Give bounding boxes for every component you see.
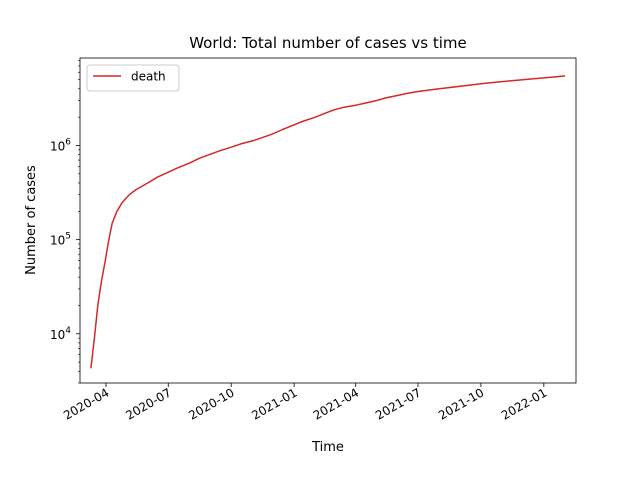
y-tick-label: 104 [50,326,71,342]
plot-area [90,75,566,369]
y-tick-base: 10 [50,234,65,248]
legend-label-death: death [131,70,166,84]
y-tick-label: 105 [50,232,71,248]
y-tick-exponent: 4 [65,326,71,336]
x-axis-label: Time [311,440,344,455]
y-tick-base: 10 [50,328,65,342]
x-tick-label: 2021-04 [311,385,361,422]
series-line-death [90,75,566,369]
y-tick-exponent: 5 [65,232,71,242]
x-tick-label: 2021-10 [436,385,486,422]
x-tick-label: 2022-01 [499,385,549,422]
x-tick-label: 2020-04 [61,385,111,422]
y-tick-base: 10 [50,139,65,153]
chart-title: World: Total number of cases vs time [189,34,467,52]
legend-box [86,64,180,92]
x-tick-label: 2020-07 [123,385,173,422]
y-tick-label: 106 [50,137,71,153]
legend: death [86,64,180,92]
x-axis: 2020-04 2020-07 2020-10 2021-01 2021-04 2021-… [61,383,549,423]
y-tick-exponent: 6 [65,137,71,147]
axes-frame [79,57,577,384]
x-tick-label: 2020-10 [186,385,236,422]
x-tick-label: 2021-01 [249,385,299,422]
y-axis-label: Number of cases [24,165,39,275]
x-tick-label: 2021-07 [373,385,423,422]
